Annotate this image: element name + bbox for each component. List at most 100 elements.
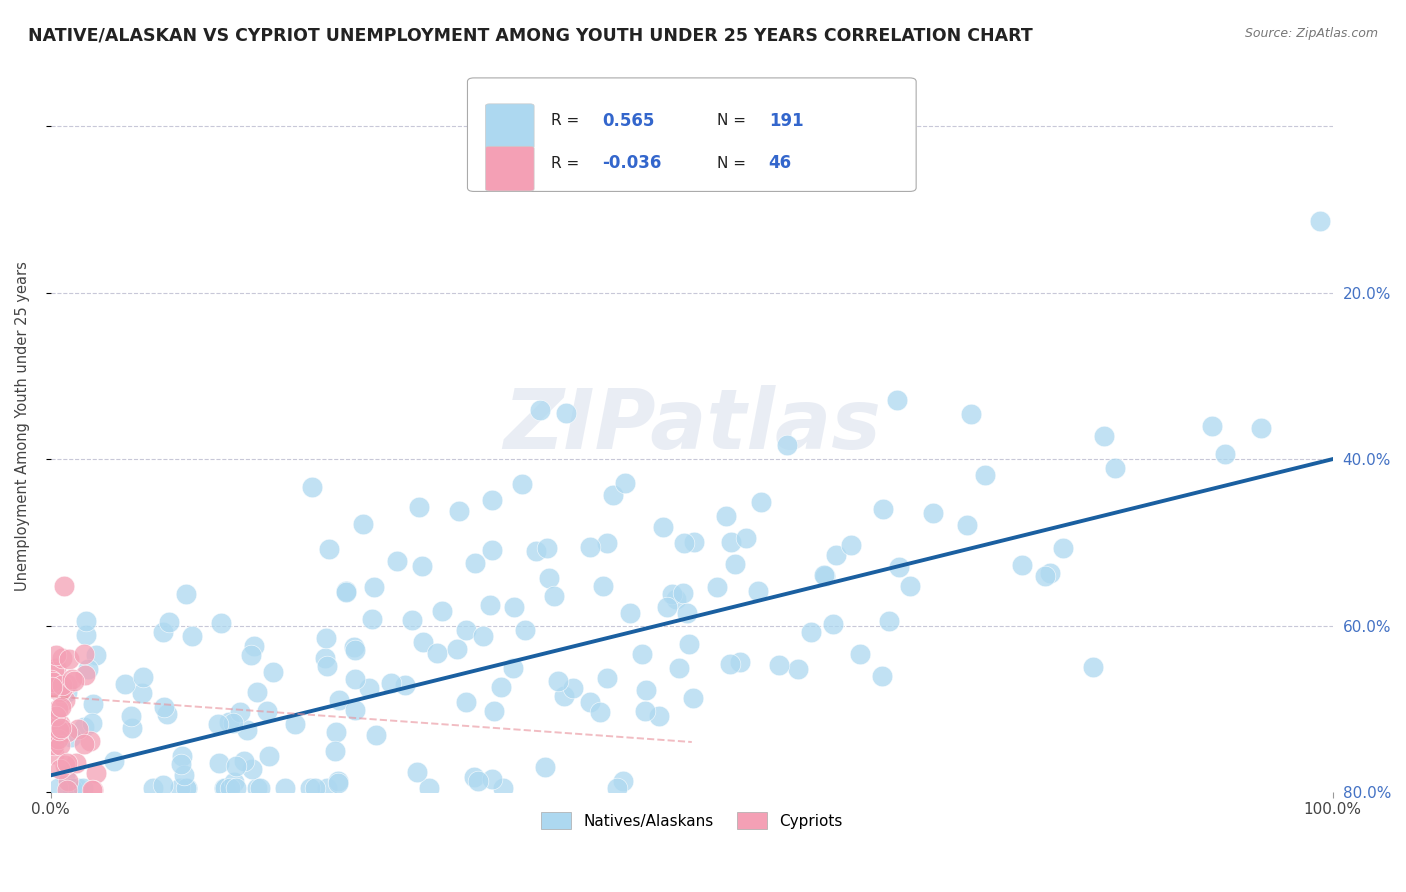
Point xyxy=(335,585,357,599)
Point xyxy=(49,721,72,735)
Point xyxy=(524,544,547,558)
Point xyxy=(46,780,69,795)
Point xyxy=(76,662,98,676)
Point xyxy=(73,721,96,735)
Point xyxy=(606,780,628,795)
Point xyxy=(454,623,477,637)
Point xyxy=(430,604,453,618)
Point xyxy=(236,723,259,737)
Point xyxy=(730,655,752,669)
Point xyxy=(80,715,103,730)
Point xyxy=(380,675,402,690)
Point xyxy=(156,707,179,722)
Point xyxy=(55,783,77,797)
Point xyxy=(613,475,636,490)
Point xyxy=(53,693,76,707)
Point xyxy=(724,557,747,571)
Point xyxy=(446,641,468,656)
Point xyxy=(51,699,73,714)
Point xyxy=(634,704,657,718)
Point xyxy=(751,495,773,509)
Point xyxy=(454,695,477,709)
Point xyxy=(274,780,297,795)
Point xyxy=(262,665,284,679)
Point xyxy=(304,780,326,795)
Point xyxy=(325,724,347,739)
Point xyxy=(72,647,94,661)
Text: ZIPatlas: ZIPatlas xyxy=(503,385,880,467)
Point xyxy=(53,758,76,772)
Point xyxy=(131,685,153,699)
Legend: Natives/Alaskans, Cypriots: Natives/Alaskans, Cypriots xyxy=(534,805,849,836)
Point xyxy=(44,708,66,723)
Point xyxy=(513,623,536,637)
Point xyxy=(673,535,696,549)
Point xyxy=(655,600,678,615)
Point xyxy=(46,732,69,747)
Point xyxy=(502,660,524,674)
Point xyxy=(589,705,612,719)
Point xyxy=(870,669,893,683)
Text: 191: 191 xyxy=(769,112,803,130)
Point xyxy=(44,738,66,752)
Point xyxy=(224,775,246,789)
Point xyxy=(478,598,501,612)
Point xyxy=(82,783,104,797)
Point xyxy=(1092,429,1115,443)
Text: 46: 46 xyxy=(769,154,792,172)
Point xyxy=(142,780,165,795)
Point xyxy=(62,780,84,795)
Point xyxy=(53,579,76,593)
Point xyxy=(170,749,193,764)
Point xyxy=(51,651,73,665)
Text: R =: R = xyxy=(551,113,579,128)
Point xyxy=(246,780,269,795)
Point xyxy=(152,624,174,639)
Point xyxy=(464,556,486,570)
Point xyxy=(418,780,440,795)
Point xyxy=(153,700,176,714)
Point xyxy=(1201,418,1223,433)
Point xyxy=(176,780,198,795)
Point xyxy=(75,615,97,629)
Point xyxy=(335,583,357,598)
Point xyxy=(481,493,503,508)
Point xyxy=(42,714,65,729)
Point xyxy=(207,717,229,731)
Point xyxy=(79,734,101,748)
Point xyxy=(636,682,658,697)
Point xyxy=(114,677,136,691)
Point xyxy=(357,681,380,695)
Point xyxy=(58,652,80,666)
Point xyxy=(49,716,72,731)
Point xyxy=(45,727,67,741)
FancyBboxPatch shape xyxy=(485,103,534,148)
Point xyxy=(529,403,551,417)
Point xyxy=(592,579,614,593)
Point xyxy=(173,768,195,782)
Point xyxy=(922,506,945,520)
Point xyxy=(63,780,86,795)
Point xyxy=(259,749,281,764)
Point xyxy=(218,715,240,730)
Point xyxy=(152,778,174,792)
Point xyxy=(579,695,602,709)
Point xyxy=(169,780,191,795)
Y-axis label: Unemployment Among Youth under 25 years: Unemployment Among Youth under 25 years xyxy=(15,260,30,591)
Point xyxy=(45,660,67,674)
Point xyxy=(800,624,823,639)
Point xyxy=(387,554,409,568)
Point xyxy=(974,468,997,483)
Point xyxy=(672,586,695,600)
Point xyxy=(174,780,197,795)
Point xyxy=(299,780,322,795)
Point xyxy=(647,708,669,723)
Point xyxy=(314,651,336,665)
Point xyxy=(56,774,79,789)
Point xyxy=(813,568,835,582)
Point xyxy=(316,780,339,795)
Point xyxy=(73,668,96,682)
Point xyxy=(51,682,73,697)
Point xyxy=(510,477,533,491)
Point xyxy=(82,697,104,711)
